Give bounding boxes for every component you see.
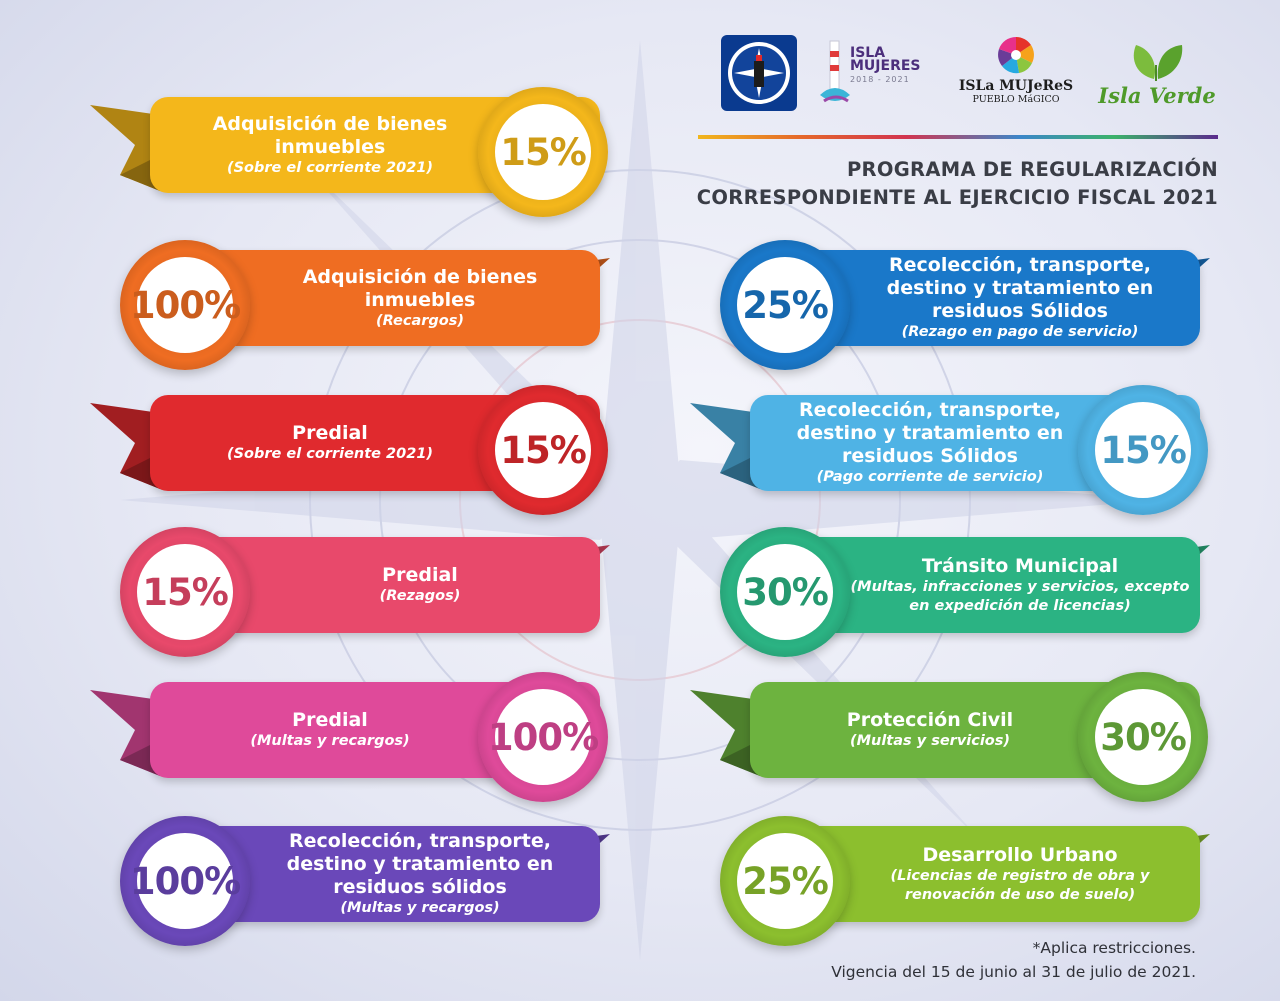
ribbon-text: Adquisición de bienes inmuebles (Recargos… bbox=[250, 250, 590, 346]
left-discount-banner: Predial (Multas y recargos) 100% bbox=[90, 672, 610, 802]
discount-percent-badge: 15% bbox=[478, 87, 608, 217]
discount-concept: Predial bbox=[382, 564, 458, 586]
ribbon-text: Protección Civil (Multas y servicios) bbox=[760, 682, 1100, 778]
discount-detail: (Rezago en pago de servicio) bbox=[901, 324, 1139, 340]
isla-mujeres-logo-line3: 2018 - 2021 bbox=[850, 75, 910, 84]
ribbon-text: Recolección, transporte, destino y trata… bbox=[250, 826, 590, 922]
ribbon-text: Predial (Multas y recargos) bbox=[160, 682, 500, 778]
discount-percent: 30% bbox=[1095, 689, 1191, 785]
logo-bar: ISLA MUJERES 2018 - 2021 ISLa MUJeReS bbox=[718, 35, 1218, 117]
discount-detail: (Multas y servicios) bbox=[849, 733, 1011, 749]
pueblo-magico-logo-line1: ISLa MUJeReS bbox=[958, 78, 1074, 94]
discount-percent: 15% bbox=[1095, 402, 1191, 498]
discount-concept: Tránsito Municipal bbox=[921, 554, 1119, 577]
ribbon-text: Adquisición de bienes inmuebles (Sobre el… bbox=[160, 97, 500, 193]
ribbon-text: Recolección, transporte, destino y trata… bbox=[760, 395, 1100, 491]
discount-detail: (Multas y recargos) bbox=[250, 733, 410, 749]
left-discount-banner: Adquisición de bienes inmuebles (Recargos… bbox=[90, 240, 610, 370]
isla-mujeres-logo-line1: ISLA bbox=[850, 45, 886, 61]
discount-detail: (Sobre el corriente 2021) bbox=[226, 446, 434, 462]
footnote: *Aplica restricciones. Vigencia del 15 d… bbox=[700, 936, 1196, 984]
right-discount-banner: Recolección, transporte, destino y trata… bbox=[690, 240, 1210, 370]
restrictions-note: *Aplica restricciones. bbox=[1032, 939, 1196, 957]
discount-detail: (Multas, infracciones y servicios, excep… bbox=[850, 578, 1190, 614]
isla-verde-logo-text: Isla Verde bbox=[1098, 83, 1216, 108]
discount-concept: Adquisición de bienes inmuebles bbox=[302, 265, 538, 311]
right-discount-banner: Tránsito Municipal (Multas, infracciones … bbox=[690, 527, 1210, 657]
discount-percent: 30% bbox=[737, 544, 833, 640]
discount-percent-badge: 25% bbox=[720, 240, 850, 370]
ribbon-text: Predial (Rezagos) bbox=[250, 537, 590, 633]
discount-percent-badge: 100% bbox=[120, 816, 250, 946]
validity-note: Vigencia del 15 de junio al 31 de julio … bbox=[831, 963, 1196, 981]
color-divider bbox=[698, 135, 1218, 139]
discount-detail: (Recargos) bbox=[375, 312, 465, 329]
ribbon-text: Recolección, transporte, destino y trata… bbox=[850, 250, 1190, 346]
isla-mujeres-logo-line2: MUJERES bbox=[850, 58, 921, 74]
discount-detail: (Sobre el corriente 2021) bbox=[226, 159, 434, 176]
discount-detail: (Licencias de registro de obra y renovac… bbox=[890, 867, 1150, 903]
isla-verde-logo: Isla Verde bbox=[1096, 35, 1218, 117]
discount-percent: 15% bbox=[495, 104, 591, 200]
ribbon-text: Tránsito Municipal (Multas, infracciones … bbox=[850, 537, 1190, 633]
municipal-seal-logo bbox=[721, 35, 797, 111]
pueblo-magico-logo: ISLa MUJeReS PUEBLO MáGICO bbox=[956, 35, 1076, 117]
discount-detail: (Rezagos) bbox=[379, 588, 461, 604]
discount-concept: Adquisición de bienes inmuebles bbox=[212, 112, 448, 158]
discount-percent: 25% bbox=[737, 833, 833, 929]
heading-line-1: PROGRAMA DE REGULARIZACIÓN bbox=[846, 158, 1218, 181]
discount-percent-badge: 30% bbox=[720, 527, 850, 657]
discount-percent-badge: 100% bbox=[120, 240, 250, 370]
ribbon-text: Desarrollo Urbano (Licencias de registro … bbox=[850, 826, 1190, 922]
discount-detail: (Pago corriente de servicio) bbox=[816, 469, 1044, 485]
discount-percent-badge: 15% bbox=[1078, 385, 1208, 515]
heading-line-2: CORRESPONDIENTE AL EJERCICIO FISCAL 2021 bbox=[696, 186, 1218, 209]
pueblo-magico-logo-line2: PUEBLO MáGICO bbox=[972, 94, 1060, 105]
right-discount-banner: Protección Civil (Multas y servicios) 30% bbox=[690, 672, 1210, 802]
discount-percent: 25% bbox=[737, 257, 833, 353]
left-discount-banner: Predial (Rezagos) 15% bbox=[90, 527, 610, 657]
left-discount-banner: Adquisición de bienes inmuebles (Sobre el… bbox=[90, 87, 610, 217]
discount-percent-badge: 30% bbox=[1078, 672, 1208, 802]
discount-concept: Recolección, transporte, destino y trata… bbox=[286, 830, 554, 898]
discount-concept: Predial bbox=[292, 422, 368, 444]
left-discount-banner: Predial (Sobre el corriente 2021) 15% bbox=[90, 385, 610, 515]
discount-percent: 15% bbox=[495, 402, 591, 498]
discount-percent: 100% bbox=[130, 257, 241, 353]
discount-percent-badge: 15% bbox=[478, 385, 608, 515]
discount-percent: 15% bbox=[137, 544, 233, 640]
discount-concept: Protección Civil bbox=[846, 709, 1014, 731]
discount-concept: Recolección, transporte, destino y trata… bbox=[796, 399, 1064, 467]
right-discount-banner: Desarrollo Urbano (Licencias de registro … bbox=[690, 816, 1210, 946]
isla-mujeres-gobierno-logo: ISLA MUJERES 2018 - 2021 bbox=[818, 35, 928, 111]
page-heading: PROGRAMA DE REGULARIZACIÓN CORRESPONDIEN… bbox=[660, 156, 1218, 212]
discount-concept: Desarrollo Urbano bbox=[922, 843, 1118, 866]
discount-percent: 100% bbox=[130, 833, 241, 929]
left-discount-banner: Recolección, transporte, destino y trata… bbox=[90, 816, 610, 946]
discount-percent-badge: 100% bbox=[478, 672, 608, 802]
ribbon-text: Predial (Sobre el corriente 2021) bbox=[160, 395, 500, 491]
discount-percent-badge: 15% bbox=[120, 527, 250, 657]
right-discount-banner: Recolección, transporte, destino y trata… bbox=[690, 385, 1210, 515]
discount-detail: (Multas y recargos) bbox=[340, 900, 500, 916]
discount-concept: Predial bbox=[292, 709, 368, 731]
discount-concept: Recolección, transporte, destino y trata… bbox=[886, 254, 1154, 322]
discount-percent: 100% bbox=[488, 689, 599, 785]
discount-percent-badge: 25% bbox=[720, 816, 850, 946]
